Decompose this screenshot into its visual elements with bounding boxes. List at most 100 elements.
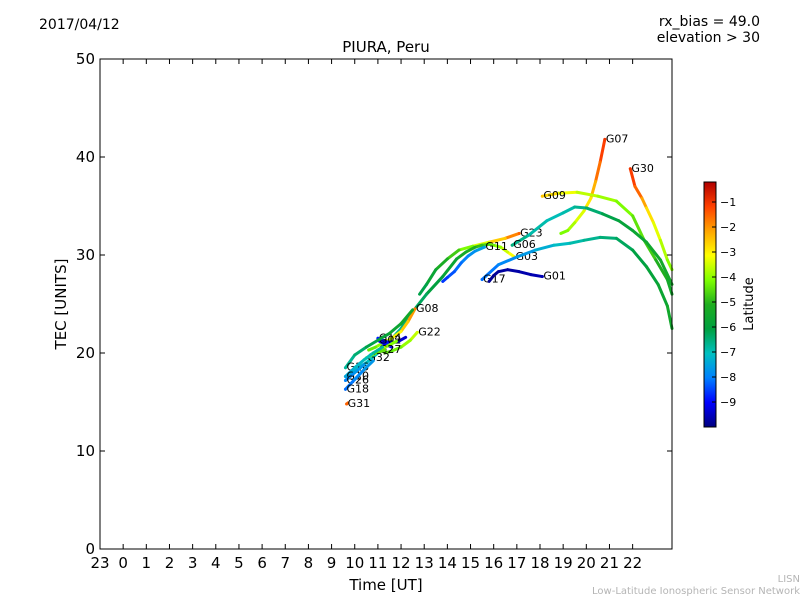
x-tick-label: 1 xyxy=(142,554,152,572)
series-segment xyxy=(496,268,510,274)
series-start-point xyxy=(343,375,347,379)
colorbar-ticks: −9 −8 −7 −6 −5 −4 −3 −2 −1 xyxy=(712,196,736,409)
x-tick-label: 4 xyxy=(211,554,221,572)
rx-info: rx_bias = 49.0 elevation > 30 xyxy=(657,14,760,46)
x-tick-label: 13 xyxy=(415,554,434,572)
series-segment xyxy=(367,345,378,352)
series-start-point xyxy=(510,243,514,247)
series-segment xyxy=(464,245,477,254)
series-segment xyxy=(654,258,669,281)
series-segment xyxy=(408,330,419,342)
series-segment xyxy=(441,276,449,283)
series-segment xyxy=(364,351,380,365)
x-tick-label: 9 xyxy=(327,554,337,572)
series-segment xyxy=(658,238,669,262)
y-axis-label: TEC [UNITS] xyxy=(52,259,70,351)
series-segment xyxy=(631,214,646,242)
series-segment xyxy=(575,190,600,198)
series-segment xyxy=(383,349,394,355)
series-segment xyxy=(617,219,635,232)
series-segment xyxy=(573,209,586,225)
series-segment xyxy=(658,258,674,286)
satellite-label: G07 xyxy=(606,132,629,145)
y-tick-label: 30 xyxy=(76,246,95,264)
x-tick-label: 23 xyxy=(90,554,109,572)
colorbar-tick-label: −9 xyxy=(720,396,736,409)
series-g30: G30 xyxy=(628,162,674,272)
series-segment xyxy=(343,371,357,382)
colorbar-tick-label: −3 xyxy=(720,246,736,259)
x-tick-label: 21 xyxy=(600,554,619,572)
series-segment xyxy=(594,160,602,183)
series-start-point xyxy=(343,378,347,382)
series-segment xyxy=(540,191,561,198)
colorbar-tick-label: −8 xyxy=(720,371,736,384)
x-tick-label: 8 xyxy=(304,554,314,572)
satellite-label: G11 xyxy=(485,240,508,253)
series-segment xyxy=(582,235,602,242)
chart-title: PIURA, Peru xyxy=(342,38,429,56)
series-segment xyxy=(343,353,357,370)
x-tick-label: 10 xyxy=(345,554,364,572)
series-segment xyxy=(406,307,417,324)
series-segment xyxy=(561,205,577,215)
y-tick-label: 0 xyxy=(85,540,95,558)
series-segment xyxy=(517,270,533,277)
x-tick-label: 19 xyxy=(554,554,573,572)
x-tick-label: 20 xyxy=(577,554,596,572)
series-segment xyxy=(455,250,468,261)
footer-network: Low-Latitude Ionospheric Sensor Network xyxy=(592,586,800,597)
series-start-point xyxy=(628,167,632,171)
series-segment xyxy=(665,258,674,272)
satellite-label: G06 xyxy=(513,238,536,251)
satellite-label: G08 xyxy=(416,302,439,315)
series-segment xyxy=(374,348,387,355)
x-tick-label: 0 xyxy=(118,554,128,572)
footer-lisn: LISN xyxy=(777,574,800,585)
colorbar-tick-label: −2 xyxy=(720,221,736,234)
colorbar-label: Latitude xyxy=(742,277,757,331)
series-segment xyxy=(598,137,607,164)
series-segment xyxy=(487,236,507,244)
series-segment xyxy=(628,167,637,188)
x-axis: 23 0 1 2 3 4 5 6 7 8 9 10 11 12 13 14 15 16 17 18 19 20 21 22 xyxy=(90,59,642,572)
series-segment xyxy=(364,338,380,349)
series-start-point xyxy=(517,231,521,235)
series-segment xyxy=(568,238,586,245)
x-tick-label: 7 xyxy=(280,554,290,572)
series-segment xyxy=(399,308,415,326)
series-start-point xyxy=(343,387,347,391)
series-segment xyxy=(614,199,635,218)
series-g31: G31 xyxy=(345,397,370,410)
series-start-point xyxy=(345,402,349,406)
date-label: 2017/04/12 xyxy=(39,17,120,33)
series-segment xyxy=(376,331,391,342)
series-segment xyxy=(434,257,449,272)
series-segment xyxy=(601,212,621,223)
series-start-point xyxy=(540,275,544,279)
series-segment xyxy=(656,282,669,308)
series-start-point xyxy=(413,307,417,311)
series-segment xyxy=(640,196,649,210)
series-segment xyxy=(452,261,463,274)
satellite-label: G03 xyxy=(516,250,539,263)
series-segment xyxy=(418,282,429,296)
series-segment xyxy=(533,243,556,252)
series-segment xyxy=(584,206,605,216)
x-tick-label: 18 xyxy=(530,554,549,572)
x-tick-label: 17 xyxy=(507,554,526,572)
series-segment xyxy=(506,268,521,274)
satellite-label: G01 xyxy=(543,270,566,283)
series-segment xyxy=(353,345,368,357)
series-layer: G07G30G09G23G03G17G06G11G01G08G22G14G02G… xyxy=(343,132,674,410)
series-segment xyxy=(445,248,461,261)
series-segment xyxy=(397,335,408,343)
series-segment xyxy=(503,231,521,240)
series-segment xyxy=(633,184,644,200)
series-segment xyxy=(559,229,570,235)
satellite-label: G30 xyxy=(631,162,654,175)
series-segment xyxy=(645,206,655,225)
series-segment xyxy=(343,377,357,391)
series-start-point xyxy=(415,330,419,334)
